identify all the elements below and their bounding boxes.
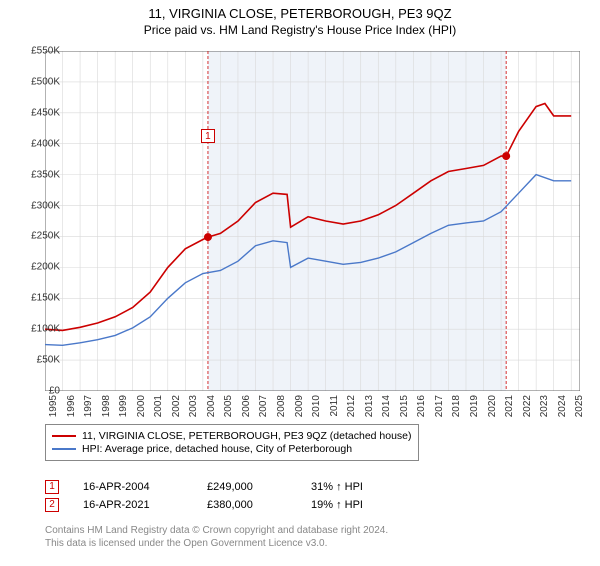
x-axis-tick-label: 2005 bbox=[223, 395, 234, 417]
x-axis-tick-label: 2017 bbox=[434, 395, 445, 417]
x-axis-tick-label: 2021 bbox=[504, 395, 515, 417]
sale-price: £249,000 bbox=[207, 481, 287, 493]
y-axis-tick-label: £200K bbox=[10, 262, 60, 273]
sale-date: 16-APR-2004 bbox=[83, 481, 183, 493]
plot-area bbox=[45, 51, 580, 391]
y-axis-tick-label: £500K bbox=[10, 76, 60, 87]
x-axis-tick-label: 2015 bbox=[399, 395, 410, 417]
x-axis-tick-label: 2016 bbox=[416, 395, 427, 417]
sale-pct-vs-hpi: 19% ↑ HPI bbox=[311, 499, 401, 511]
sale-marker-label: 1 bbox=[201, 129, 215, 143]
y-axis-tick-label: £50K bbox=[10, 355, 60, 366]
footer-line-1: Contains HM Land Registry data © Crown c… bbox=[45, 524, 388, 537]
y-axis-tick-label: £250K bbox=[10, 231, 60, 242]
x-axis-tick-label: 2009 bbox=[294, 395, 305, 417]
x-axis-tick-label: 2019 bbox=[469, 395, 480, 417]
sale-price: £380,000 bbox=[207, 499, 287, 511]
y-axis-tick-label: £550K bbox=[10, 46, 60, 57]
x-axis-tick-label: 2020 bbox=[487, 395, 498, 417]
sale-pct-vs-hpi: 31% ↑ HPI bbox=[311, 481, 401, 493]
legend-label: 11, VIRGINIA CLOSE, PETERBOROUGH, PE3 9Q… bbox=[82, 430, 412, 442]
legend: 11, VIRGINIA CLOSE, PETERBOROUGH, PE3 9Q… bbox=[45, 424, 580, 461]
y-axis-tick-label: £400K bbox=[10, 138, 60, 149]
legend-label: HPI: Average price, detached house, City… bbox=[82, 443, 352, 455]
x-axis-tick-label: 2023 bbox=[539, 395, 550, 417]
y-axis-tick-label: £100K bbox=[10, 324, 60, 335]
legend-box: 11, VIRGINIA CLOSE, PETERBOROUGH, PE3 9Q… bbox=[45, 424, 419, 461]
sale-row: 2 16-APR-2021 £380,000 19% ↑ HPI bbox=[45, 498, 401, 512]
x-axis-tick-label: 2003 bbox=[188, 395, 199, 417]
x-axis-tick-label: 2014 bbox=[381, 395, 392, 417]
x-axis-tick-label: 2002 bbox=[171, 395, 182, 417]
x-axis-tick-label: 2012 bbox=[346, 395, 357, 417]
x-axis-tick-label: 2025 bbox=[574, 395, 585, 417]
sale-row-marker: 1 bbox=[45, 480, 59, 494]
footer-line-2: This data is licensed under the Open Gov… bbox=[45, 537, 388, 550]
y-axis-tick-label: £350K bbox=[10, 169, 60, 180]
x-axis-tick-label: 2011 bbox=[329, 395, 340, 417]
x-axis-tick-label: 2001 bbox=[153, 395, 164, 417]
chart-title: 11, VIRGINIA CLOSE, PETERBOROUGH, PE3 9Q… bbox=[0, 6, 600, 21]
x-axis-tick-label: 2008 bbox=[276, 395, 287, 417]
x-axis-tick-label: 2013 bbox=[364, 395, 375, 417]
x-axis-tick-label: 2024 bbox=[557, 395, 568, 417]
chart-container: 11, VIRGINIA CLOSE, PETERBOROUGH, PE3 9Q… bbox=[0, 6, 600, 566]
x-axis-tick-label: 1997 bbox=[83, 395, 94, 417]
chart-subtitle: Price paid vs. HM Land Registry's House … bbox=[0, 23, 600, 37]
line-chart-svg bbox=[45, 51, 580, 391]
legend-swatch bbox=[52, 448, 76, 450]
x-axis-tick-label: 1998 bbox=[101, 395, 112, 417]
y-axis-tick-label: £450K bbox=[10, 107, 60, 118]
sales-table: 1 16-APR-2004 £249,000 31% ↑ HPI 2 16-AP… bbox=[45, 476, 401, 516]
legend-item: HPI: Average price, detached house, City… bbox=[52, 443, 412, 455]
footer-attribution: Contains HM Land Registry data © Crown c… bbox=[45, 524, 388, 550]
sale-row: 1 16-APR-2004 £249,000 31% ↑ HPI bbox=[45, 480, 401, 494]
legend-swatch bbox=[52, 435, 76, 437]
x-axis-tick-label: 1995 bbox=[48, 395, 59, 417]
legend-item: 11, VIRGINIA CLOSE, PETERBOROUGH, PE3 9Q… bbox=[52, 430, 412, 442]
x-axis-tick-label: 2000 bbox=[136, 395, 147, 417]
y-axis-tick-label: £300K bbox=[10, 200, 60, 211]
x-axis-tick-label: 2004 bbox=[206, 395, 217, 417]
x-axis-tick-label: 2018 bbox=[451, 395, 462, 417]
sale-row-marker: 2 bbox=[45, 498, 59, 512]
x-axis-tick-label: 1996 bbox=[66, 395, 77, 417]
x-axis-tick-label: 1999 bbox=[118, 395, 129, 417]
sale-date: 16-APR-2021 bbox=[83, 499, 183, 511]
x-axis-tick-label: 2010 bbox=[311, 395, 322, 417]
x-axis-tick-label: 2022 bbox=[522, 395, 533, 417]
x-axis-tick-label: 2007 bbox=[258, 395, 269, 417]
y-axis-tick-label: £150K bbox=[10, 293, 60, 304]
x-axis-tick-label: 2006 bbox=[241, 395, 252, 417]
